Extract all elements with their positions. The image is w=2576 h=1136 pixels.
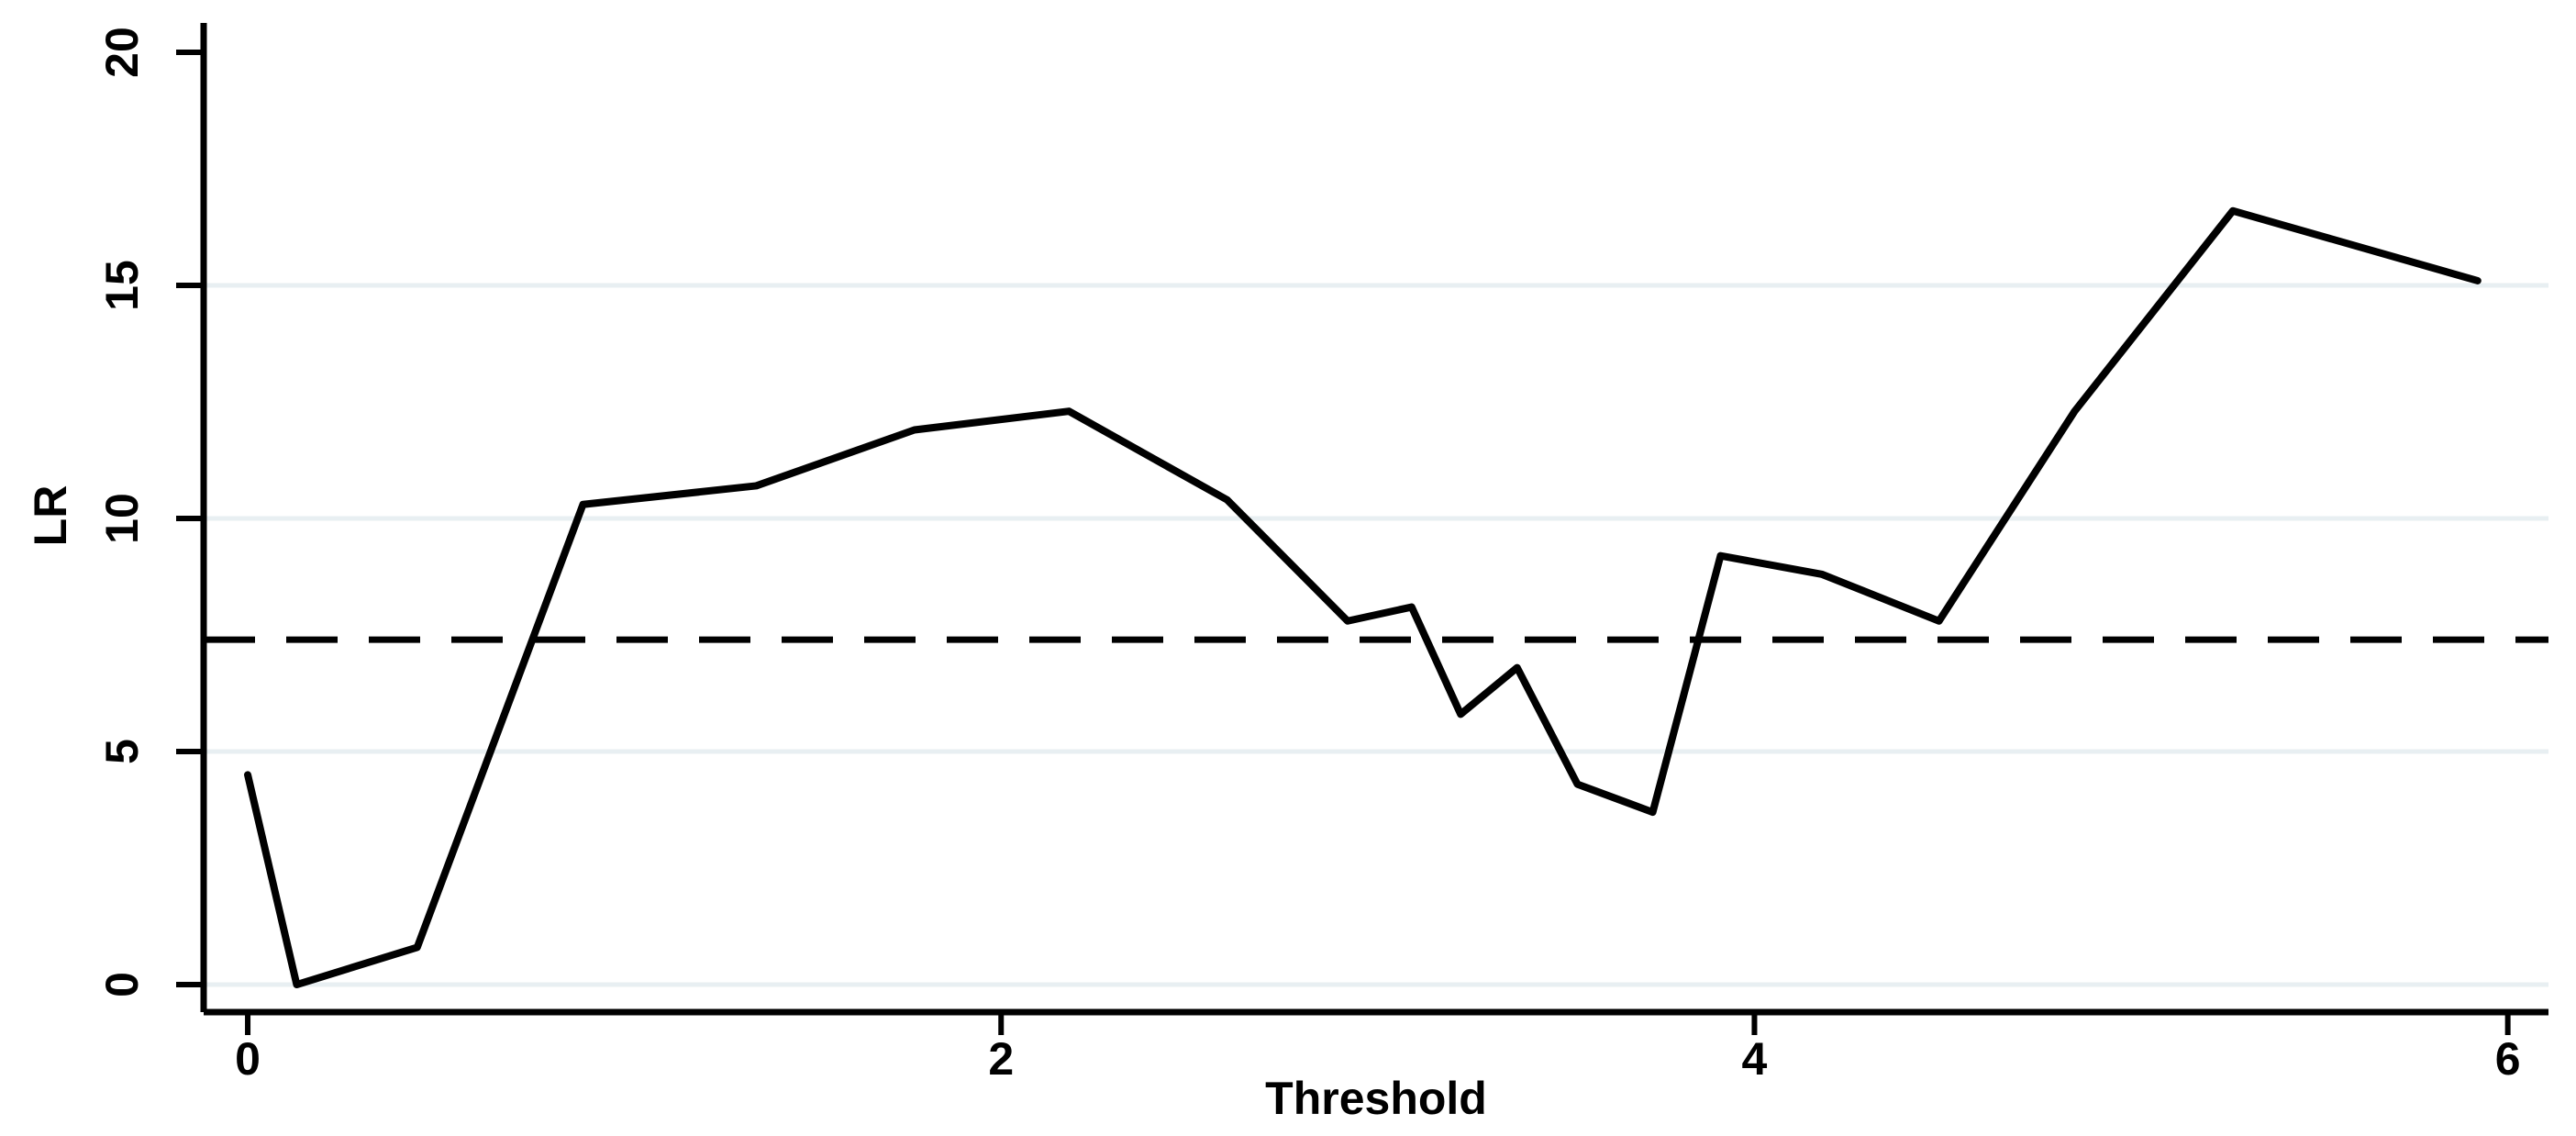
y-tick-label-15: 15 <box>96 260 148 311</box>
x-tick-label-4: 4 <box>1741 1033 1768 1085</box>
x-tick-label-0: 0 <box>235 1033 261 1085</box>
y-tick-label-20: 20 <box>96 27 148 78</box>
y-axis-title: LR <box>25 484 76 547</box>
y-tick-label-5: 5 <box>96 739 148 764</box>
x-tick-label-6: 6 <box>2494 1033 2521 1085</box>
x-tick-label-2: 2 <box>988 1033 1015 1085</box>
y-tick-label-0: 0 <box>96 972 148 997</box>
x-axis-title: Threshold <box>1265 1073 1487 1124</box>
lr-curve <box>244 206 2482 989</box>
y-tick-label-10: 10 <box>96 493 148 544</box>
